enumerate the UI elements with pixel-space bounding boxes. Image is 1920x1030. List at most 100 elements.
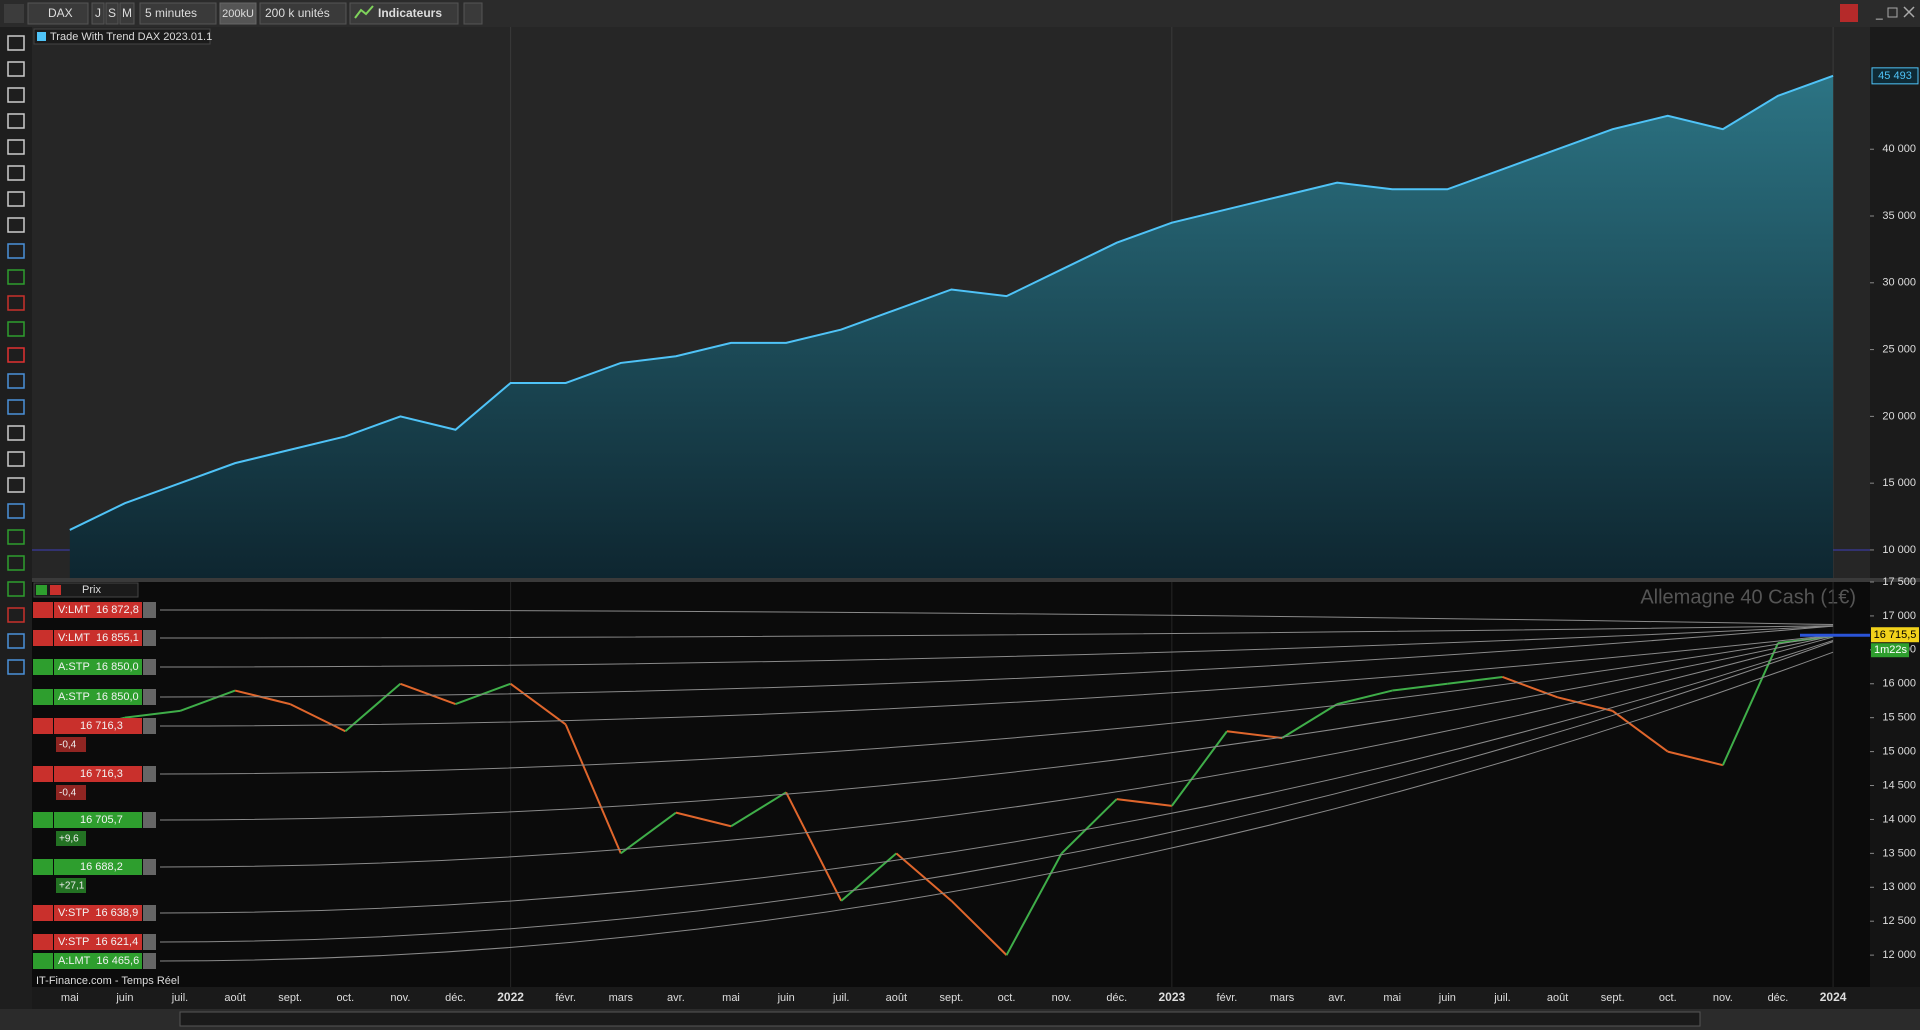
date-axis	[32, 987, 1920, 1009]
order-close[interactable]	[143, 812, 156, 828]
order-close[interactable]	[143, 659, 156, 675]
order-line	[159, 635, 1834, 821]
panel-button[interactable]	[50, 585, 61, 595]
indicator-tag[interactable]	[33, 28, 211, 45]
order-gear[interactable]	[33, 953, 53, 969]
tool-icon[interactable]	[7, 451, 25, 467]
order-gear[interactable]	[33, 905, 53, 921]
units-button[interactable]	[219, 2, 257, 25]
tool-icon[interactable]	[7, 165, 25, 181]
order-box[interactable]	[54, 630, 142, 646]
tool-icon[interactable]	[7, 87, 25, 103]
order-gear[interactable]	[33, 659, 53, 675]
order-box[interactable]	[54, 859, 142, 875]
tool-icon[interactable]	[7, 217, 25, 233]
order-close[interactable]	[143, 934, 156, 950]
order-close[interactable]	[143, 689, 156, 705]
order-gear[interactable]	[33, 859, 53, 875]
tool-icon[interactable]	[7, 347, 25, 363]
y-tick-label: 35 000	[1882, 210, 1916, 222]
price-header: Prix	[82, 584, 101, 596]
tool-icon[interactable]	[7, 61, 25, 77]
tool-icon[interactable]	[7, 477, 25, 493]
chart-icon[interactable]	[4, 4, 24, 23]
order-price: 16 872,8	[96, 604, 139, 616]
y-tick-label: 14 000	[1882, 813, 1916, 825]
order-gear[interactable]	[33, 630, 53, 646]
x-tick-label: avr.	[1328, 992, 1346, 1004]
tool-icon[interactable]	[7, 529, 25, 545]
sync-button[interactable]	[1840, 4, 1858, 22]
order-box[interactable]	[54, 934, 142, 950]
order-box[interactable]	[54, 905, 142, 921]
order-box[interactable]	[54, 602, 142, 618]
panel-button[interactable]	[36, 585, 47, 595]
order-box[interactable]	[54, 659, 142, 675]
timeframe-select[interactable]	[139, 2, 217, 25]
minimize-button[interactable]: _	[1875, 6, 1883, 20]
tool-icon[interactable]	[7, 399, 25, 415]
order-close[interactable]	[143, 602, 156, 618]
info-button[interactable]	[463, 2, 483, 25]
indicators-button[interactable]	[349, 2, 459, 25]
price-segment	[1281, 703, 1338, 739]
order-close[interactable]	[143, 630, 156, 646]
order-box[interactable]	[54, 812, 142, 828]
order-gear[interactable]	[33, 812, 53, 828]
order-box[interactable]	[54, 953, 142, 969]
period-button[interactable]	[105, 2, 119, 25]
tool-icon[interactable]	[7, 191, 25, 207]
order-type: A:LMT	[58, 955, 91, 967]
order-type: A:STP	[58, 691, 90, 703]
y-tick-label: 17 000	[1882, 610, 1916, 622]
tool-icon[interactable]	[7, 321, 25, 337]
scrollbar[interactable]	[179, 1011, 1701, 1027]
tool-icon[interactable]	[7, 607, 25, 623]
order-gear[interactable]	[33, 602, 53, 618]
order-gear[interactable]	[33, 934, 53, 950]
tool-icon[interactable]	[7, 139, 25, 155]
order-box[interactable]	[54, 689, 142, 705]
order-gear[interactable]	[33, 718, 53, 734]
tool-icon[interactable]	[7, 295, 25, 311]
tool-icon[interactable]	[7, 503, 25, 519]
units: 200 k unités	[265, 6, 330, 20]
order-gear[interactable]	[33, 689, 53, 705]
tool-icon[interactable]	[7, 243, 25, 259]
price-segment	[1612, 710, 1669, 753]
symbol-select[interactable]	[27, 2, 89, 25]
tool-icon[interactable]	[7, 659, 25, 675]
tool-icon[interactable]	[7, 633, 25, 649]
order-close[interactable]	[143, 859, 156, 875]
toolbar: DAX J S M 5 minutes 200kU 200 k unités I…	[4, 2, 1915, 25]
price-segment	[1502, 676, 1558, 699]
price-segment	[950, 900, 1008, 956]
order-close[interactable]	[143, 953, 156, 969]
tool-icon[interactable]	[7, 35, 25, 51]
period-button[interactable]	[91, 2, 105, 25]
tool-icon[interactable]	[7, 269, 25, 285]
tool-icon[interactable]	[7, 113, 25, 129]
price-segment	[730, 791, 787, 828]
tool-icon[interactable]	[7, 555, 25, 571]
order-box[interactable]	[54, 718, 142, 734]
order-box[interactable]	[54, 766, 142, 782]
units-select[interactable]	[259, 2, 347, 25]
price-segment	[620, 811, 677, 855]
tool-icon[interactable]	[7, 581, 25, 597]
indicators: Indicateurs	[378, 6, 442, 20]
tool-icon[interactable]	[7, 425, 25, 441]
price-segment	[1447, 675, 1503, 685]
order-close[interactable]	[143, 766, 156, 782]
x-tick-label: 2022	[497, 990, 524, 1004]
order-close[interactable]	[143, 718, 156, 734]
close-button[interactable]	[1903, 6, 1915, 18]
order-type: V:LMT	[58, 604, 90, 616]
period-button[interactable]	[119, 2, 135, 25]
order-label: V:STP 16 621,4	[58, 936, 138, 948]
order-gear[interactable]	[33, 766, 53, 782]
restore-button[interactable]	[1887, 7, 1898, 18]
tool-icon[interactable]	[7, 373, 25, 389]
order-close[interactable]	[143, 905, 156, 921]
left-toolbar	[0, 27, 32, 1017]
